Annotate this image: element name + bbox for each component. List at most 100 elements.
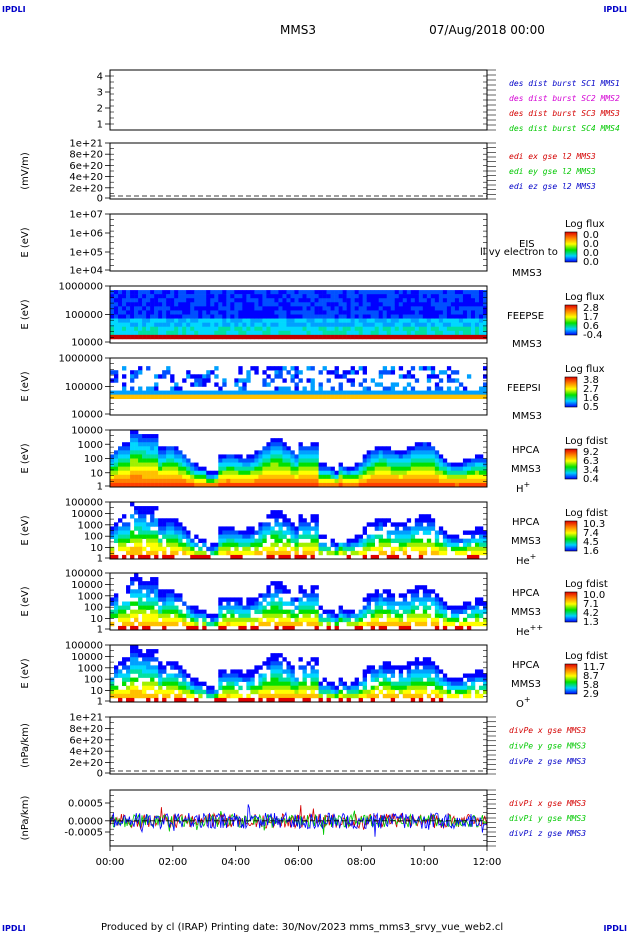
heatmap-cell xyxy=(402,534,408,539)
heatmap-cell xyxy=(354,470,359,476)
heatmap-cell xyxy=(146,530,151,535)
heatmap-cell xyxy=(130,514,135,519)
heatmap-cell xyxy=(350,550,355,556)
heatmap-cell xyxy=(478,550,484,556)
heatmap-cell xyxy=(390,326,396,332)
heatmap-cell xyxy=(150,685,155,691)
heatmap-cell xyxy=(366,689,371,695)
heatmap-cell xyxy=(194,302,199,307)
heatmap-cell xyxy=(142,526,147,531)
heatmap-cell xyxy=(426,597,432,602)
heatmap-cell xyxy=(178,593,183,598)
heatmap-cell xyxy=(166,458,171,463)
heatmap-cell xyxy=(142,446,147,451)
heatmap-cell xyxy=(302,613,307,619)
heatmap-cell xyxy=(218,322,223,328)
heatmap-cell xyxy=(462,609,468,615)
heatmap-cell xyxy=(374,322,380,328)
heatmap-cell xyxy=(478,302,484,307)
heatmap-cell xyxy=(114,450,119,455)
heatmap-cell xyxy=(374,466,380,472)
heatmap-cell xyxy=(150,649,155,654)
heatmap-cell xyxy=(198,689,203,695)
heatmap-cell xyxy=(170,470,175,476)
heatmap-cell xyxy=(426,454,432,459)
heatmap-cell xyxy=(114,334,119,340)
heatmap-cell xyxy=(242,470,247,476)
heatmap-cell xyxy=(390,530,396,535)
heatmap-cell xyxy=(142,546,147,552)
heatmap-cell xyxy=(462,290,468,295)
heatmap-cell xyxy=(238,310,243,315)
heatmap-cell xyxy=(342,470,347,476)
heatmap-cell xyxy=(358,609,363,615)
heatmap-cell xyxy=(406,330,412,336)
heatmap-cell xyxy=(230,294,235,299)
heatmap-cell xyxy=(114,613,119,619)
heatmap-cell xyxy=(114,378,119,383)
heatmap-cell xyxy=(382,446,388,451)
heatmap-cell xyxy=(254,302,259,307)
heatmap-cell xyxy=(366,310,371,315)
heatmap-cell xyxy=(386,621,392,627)
heatmap-cell xyxy=(226,454,231,459)
heatmap-cell xyxy=(310,302,315,307)
heatmap-cell xyxy=(182,294,187,299)
heatmap-cell xyxy=(214,314,219,319)
heatmap-cell xyxy=(294,470,299,476)
heatmap-cell xyxy=(262,446,267,451)
heatmap-cell xyxy=(226,526,231,531)
heatmap-cell xyxy=(414,530,420,535)
heatmap-cell xyxy=(226,689,231,695)
heatmap-cell xyxy=(434,458,440,463)
heatmap-cell xyxy=(382,294,388,299)
heatmap-cell xyxy=(138,322,143,328)
corner-label-bottom-right: IPDLI xyxy=(603,924,627,933)
heatmap-cell xyxy=(374,462,380,467)
heatmap-cell xyxy=(326,474,331,480)
heatmap-cell xyxy=(422,454,428,459)
heatmap-cell xyxy=(378,462,384,467)
heatmap-cell xyxy=(398,617,404,623)
heatmap-cell xyxy=(238,542,243,548)
heatmap-cell xyxy=(350,394,355,400)
heatmap-cell xyxy=(382,450,388,455)
heatmap-cell xyxy=(166,661,171,666)
heatmap-cell xyxy=(446,290,452,295)
heatmap-cell xyxy=(262,310,267,315)
heatmap-cell xyxy=(174,530,179,535)
heatmap-cell xyxy=(322,306,327,311)
heatmap-cell xyxy=(430,290,436,295)
heatmap-cell xyxy=(474,306,480,311)
legend-entry: edi ez gse l2 MMS3 xyxy=(509,182,596,191)
heatmap-cell xyxy=(250,314,255,319)
heatmap-cell xyxy=(422,290,428,295)
heatmap-cell xyxy=(126,697,131,703)
heatmap-cell xyxy=(366,462,371,467)
heatmap-cell xyxy=(278,585,283,590)
heatmap-cell xyxy=(462,621,468,627)
heatmap-cell xyxy=(226,290,231,295)
heatmap-cell xyxy=(390,673,396,678)
heatmap-cell xyxy=(142,458,147,463)
heatmap-cell xyxy=(398,298,404,303)
heatmap-cell xyxy=(282,454,287,459)
heatmap-cell xyxy=(478,306,484,311)
heatmap-cell xyxy=(254,601,259,606)
heatmap-cell xyxy=(134,518,139,523)
heatmap-cell xyxy=(314,677,319,682)
heatmap-cell xyxy=(390,478,396,484)
heatmap-cell xyxy=(438,526,444,531)
heatmap-cell xyxy=(306,697,311,703)
heatmap-cell xyxy=(298,314,303,319)
heatmap-cell xyxy=(374,314,380,319)
heatmap-cell xyxy=(226,310,231,315)
species-name: He xyxy=(516,556,530,567)
heatmap-cell xyxy=(290,538,295,544)
heatmap-cell xyxy=(218,609,223,615)
heatmap-cell xyxy=(186,689,191,695)
heatmap-cell xyxy=(178,322,183,328)
heatmap-cell xyxy=(302,450,307,455)
heatmap-cell xyxy=(386,306,392,311)
heatmap-cell xyxy=(162,677,167,682)
